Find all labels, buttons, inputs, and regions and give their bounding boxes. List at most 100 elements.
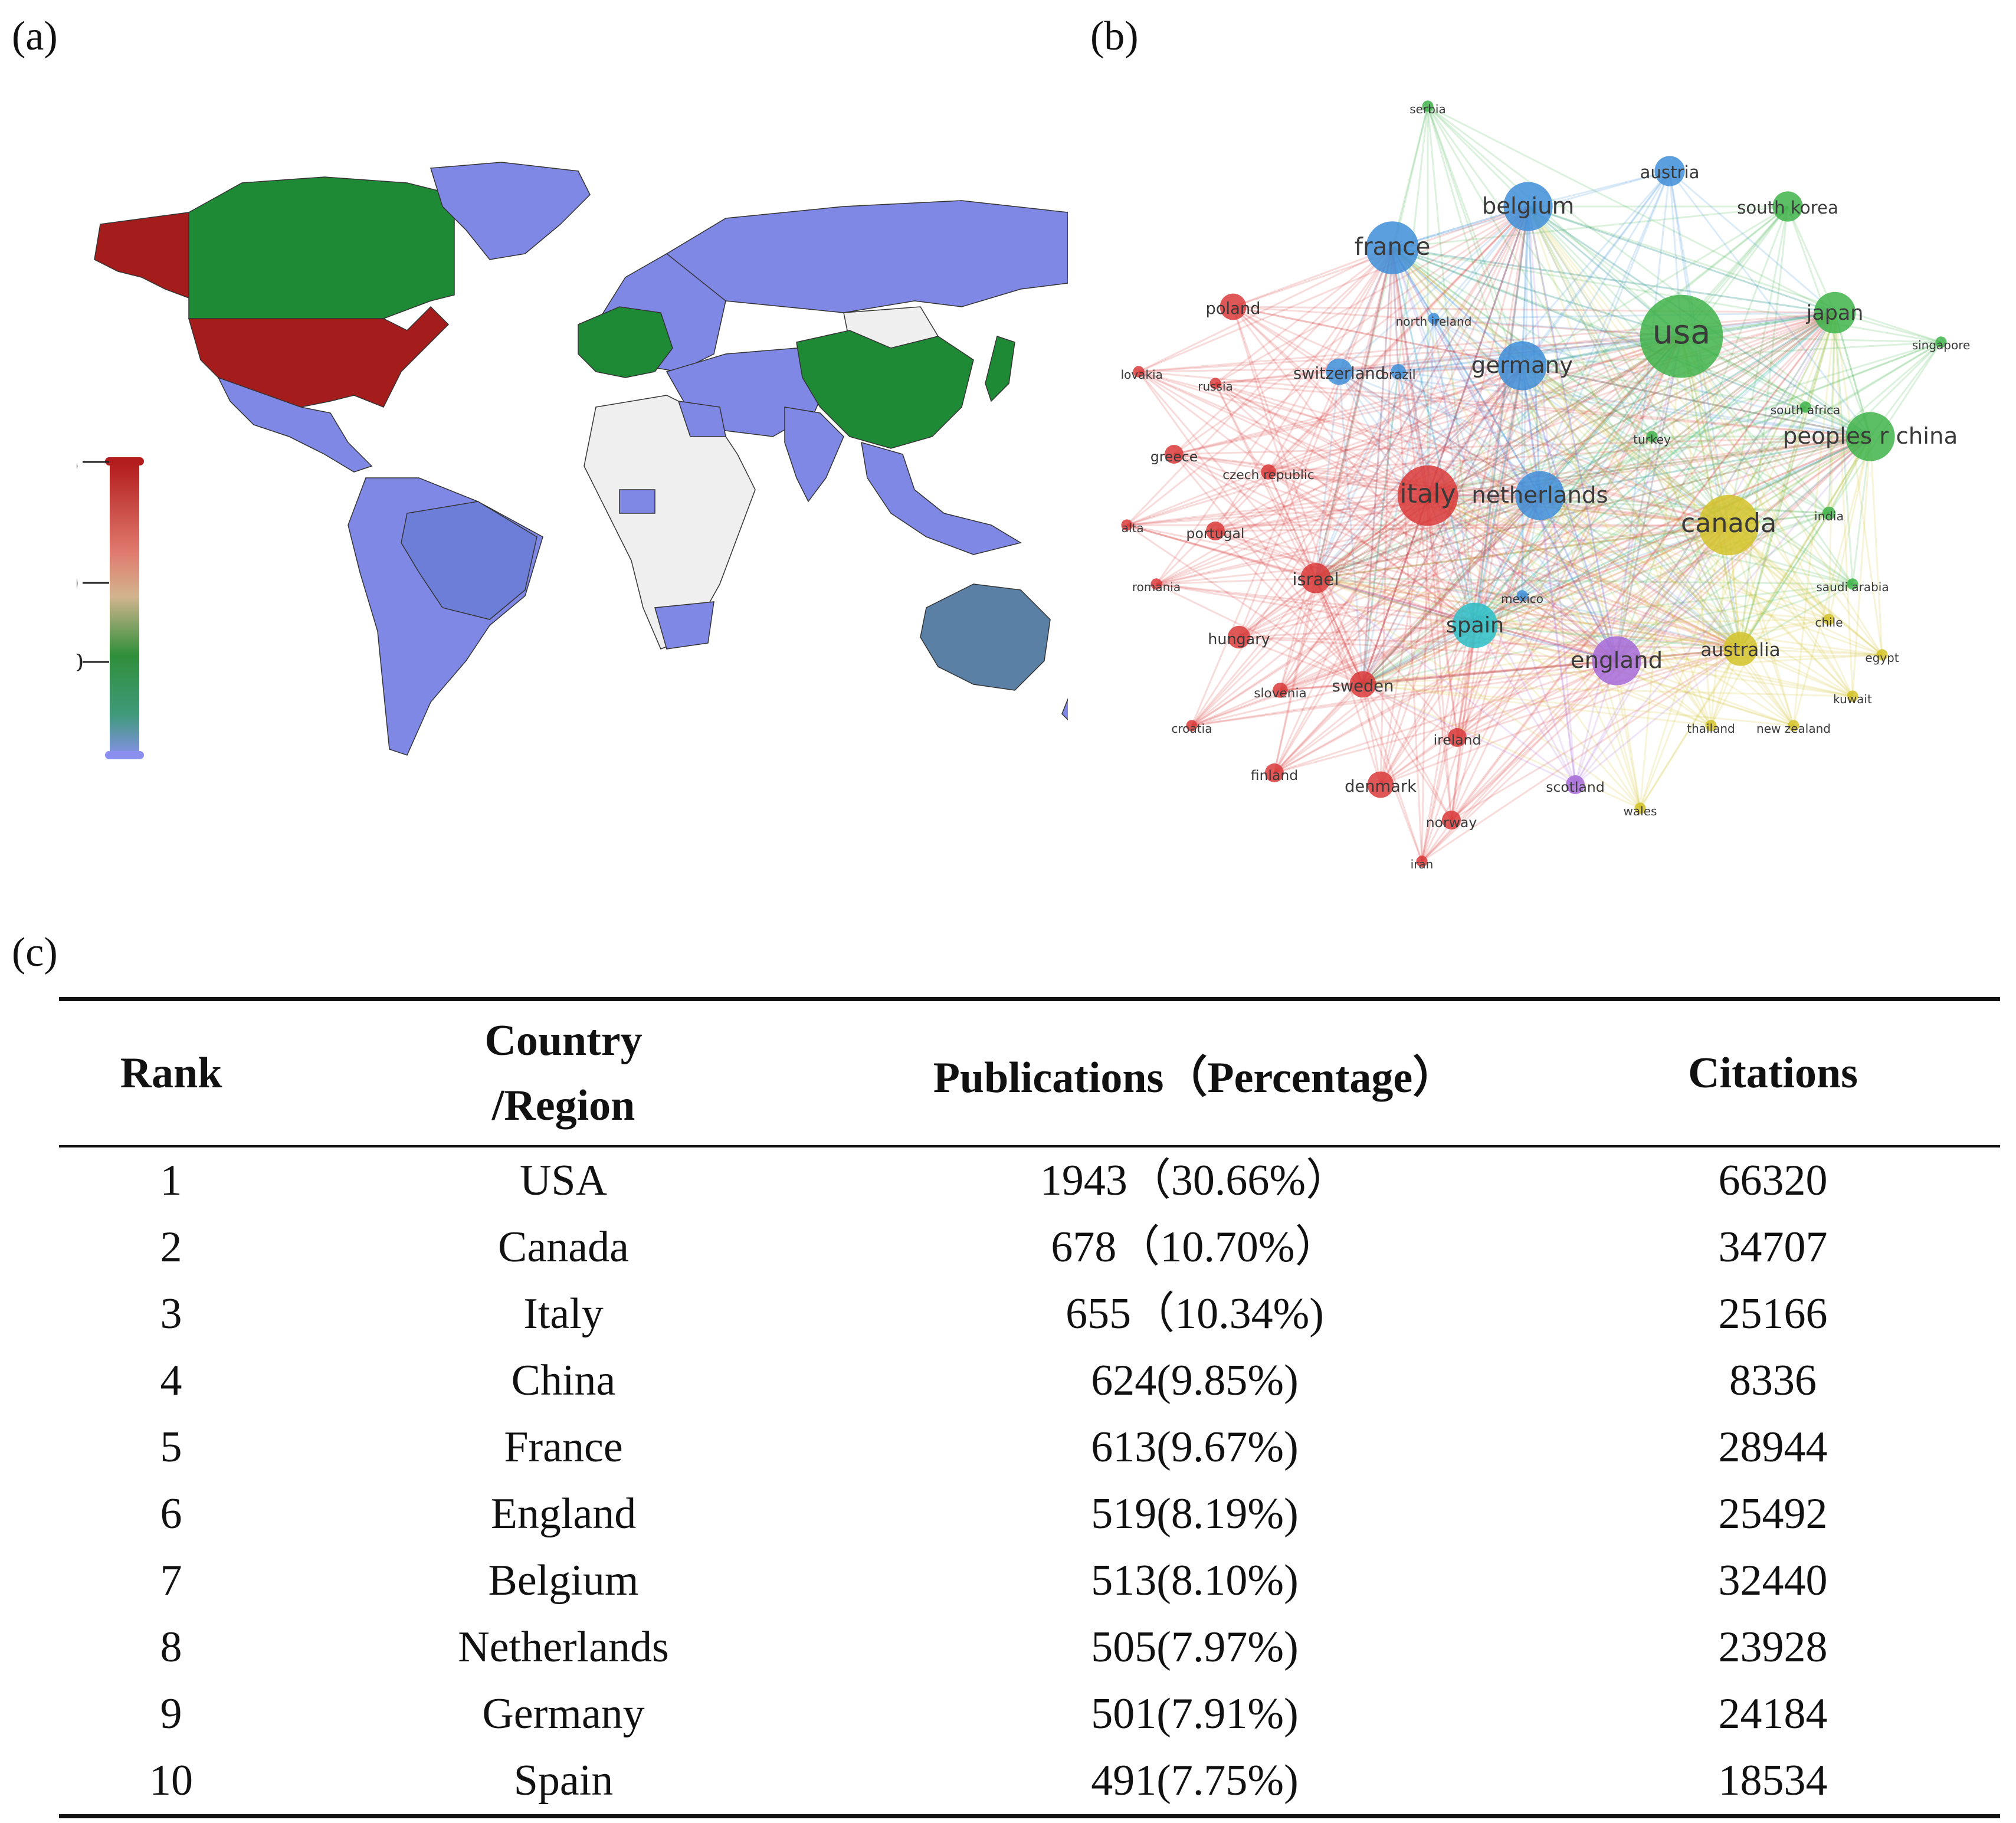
network-edge	[1214, 382, 1476, 627]
network-edge	[1522, 435, 1871, 597]
network-edge	[1669, 170, 1835, 314]
network-label-greece: greece	[1150, 448, 1198, 465]
network-edge	[1539, 494, 1830, 621]
network-edge	[1398, 370, 1729, 526]
network-edge	[1392, 247, 1682, 337]
network-edge	[1238, 624, 1476, 638]
network-edge	[1232, 306, 1317, 579]
network-edge	[1427, 312, 1835, 497]
network-edge	[1232, 247, 1393, 308]
network-edge	[1392, 247, 1729, 526]
network-edge	[1126, 365, 1523, 526]
network-edge	[1391, 247, 1742, 650]
network-edge	[1427, 105, 1683, 337]
network-edge	[1273, 495, 1429, 773]
network-edge	[1474, 624, 1883, 656]
network-edge	[1156, 312, 1835, 585]
network-node-japan	[1814, 291, 1856, 334]
network-edge	[1214, 383, 1317, 579]
network-edge	[1379, 247, 1394, 785]
network-edge	[1238, 524, 1729, 638]
network-edge	[1615, 336, 1683, 661]
cell-country: Belgium	[488, 1556, 639, 1605]
network-edge	[1315, 106, 1429, 579]
network-edge	[1539, 435, 1871, 497]
network-edge	[1391, 247, 1429, 496]
network-edge	[1427, 435, 1653, 497]
cell-rank: 6	[160, 1490, 182, 1538]
network-edge	[1456, 336, 1683, 738]
network-edge	[1156, 583, 1476, 627]
network-edge	[1156, 435, 1871, 585]
network-edge	[1474, 435, 1871, 627]
network-edge	[1274, 660, 1617, 774]
network-edge	[1379, 336, 1683, 785]
network-edge	[1232, 306, 1871, 438]
network-edge	[1639, 648, 1742, 809]
network-edge	[1215, 382, 1729, 526]
network-edge	[1574, 336, 1683, 785]
country-russia	[666, 200, 1068, 313]
network-edge	[1427, 171, 1671, 496]
network-edge	[1392, 247, 1806, 408]
network-node-thailand	[1705, 720, 1717, 732]
network-node-belgium	[1503, 182, 1553, 231]
network-edge	[1527, 206, 1854, 585]
network-edge	[1268, 471, 1741, 650]
network-edge	[1362, 435, 1653, 686]
network-edge	[1379, 495, 1429, 785]
network-edge	[1521, 365, 1641, 809]
network-edge	[1574, 524, 1730, 785]
network-edge	[1362, 595, 1523, 686]
network-edge	[1268, 471, 1476, 627]
network-edge	[1421, 435, 1871, 863]
network-node-canada	[1698, 494, 1759, 556]
network-edge	[1474, 624, 1853, 697]
network-edge	[1315, 577, 1523, 597]
network-edge	[1851, 436, 1871, 585]
table-row: 1 USA 1943（30.66%） 66320	[59, 1146, 2000, 1214]
network-edge	[1126, 247, 1394, 526]
network-label-chile: chile	[1815, 615, 1843, 629]
network-node-israel	[1300, 563, 1331, 594]
network-edge	[1521, 365, 1854, 697]
country-japan	[985, 336, 1015, 402]
network-label-australia: australia	[1700, 640, 1780, 661]
network-edge	[1616, 660, 1853, 697]
network-edge	[1398, 370, 1871, 438]
network-label-singapore: singapore	[1912, 338, 1971, 352]
network-edge	[1433, 317, 1871, 438]
country-brazil	[401, 501, 537, 620]
network-edge	[1156, 335, 1682, 585]
cell-rank: 5	[160, 1423, 182, 1471]
network-edge	[1214, 383, 1364, 685]
cell-publications: 491(7.75%)	[1091, 1756, 1299, 1805]
network-edge	[1315, 371, 1340, 579]
header-citations: Citations	[1688, 1048, 1858, 1097]
network-edge	[1421, 524, 1730, 863]
network-edge	[1362, 365, 1523, 685]
network-edge	[1339, 312, 1835, 373]
network-edge	[1268, 335, 1682, 473]
network-edge	[1215, 530, 1617, 662]
network-edge	[1315, 577, 1476, 627]
network-edge	[1173, 435, 1871, 455]
network-edge	[1527, 206, 1830, 620]
network-edge	[1392, 247, 1835, 314]
network-node-norway	[1442, 811, 1461, 829]
network-label-wales: wales	[1624, 804, 1657, 818]
network-edge	[1268, 471, 1617, 662]
network-edge	[1521, 365, 1576, 785]
network-edge	[1668, 171, 1871, 437]
network-edge	[1274, 524, 1729, 774]
network-edge	[1138, 371, 1317, 579]
network-nodes	[1121, 100, 1947, 867]
network-label-canada: canada	[1681, 509, 1776, 539]
network-edge	[1539, 494, 1741, 650]
network-edge	[1398, 312, 1835, 373]
network-edge	[1315, 577, 1853, 585]
network-node-romania	[1150, 578, 1162, 590]
cell-citations: 25492	[1718, 1490, 1828, 1538]
network-node-spain	[1452, 602, 1498, 648]
network-edge	[1238, 365, 1523, 638]
